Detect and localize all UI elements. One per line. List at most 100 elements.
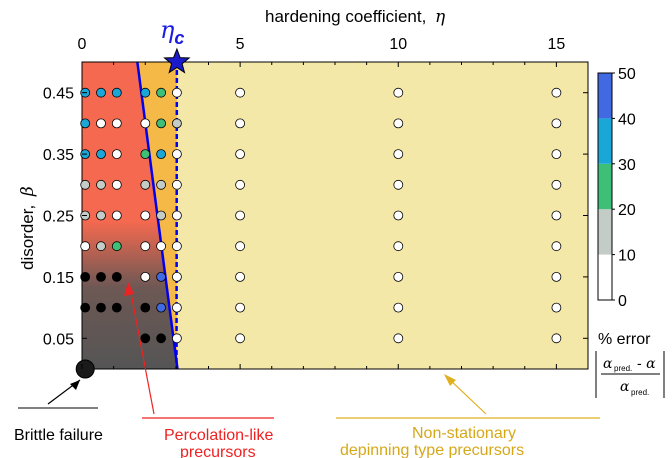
data-point <box>393 210 404 221</box>
data-point <box>235 149 246 160</box>
data-point <box>393 179 404 190</box>
data-point <box>111 241 122 252</box>
data-point <box>393 302 404 313</box>
colorbar-segment <box>598 163 612 210</box>
x-tick-label: 5 <box>236 36 245 53</box>
y-axis-ticks: 0.05 0.15 0.25 0.35 0.45 <box>43 86 588 348</box>
percolation-label-line1: Percolation-like <box>164 427 273 444</box>
data-point <box>551 210 562 221</box>
data-point <box>111 271 122 282</box>
data-point <box>140 87 151 98</box>
colorbar: 0 10 20 30 40 50 <box>597 66 636 310</box>
data-point <box>393 333 404 344</box>
data-point <box>80 118 91 129</box>
data-point <box>235 210 246 221</box>
data-point <box>235 302 246 313</box>
x-axis-ticks: 0 5 10 15 <box>78 36 565 369</box>
colorbar-tick-label: 0 <box>618 293 627 310</box>
data-point <box>393 87 404 98</box>
colorbar-label: % error <box>598 331 651 348</box>
data-point <box>96 210 106 221</box>
data-point <box>235 333 246 344</box>
data-point <box>96 149 106 160</box>
y-tick-label: 0.25 <box>43 209 74 226</box>
data-point <box>156 87 167 98</box>
data-point <box>551 179 562 190</box>
data-points <box>75 87 562 379</box>
data-point <box>80 241 91 252</box>
colorbar-tick-label: 30 <box>618 157 636 174</box>
data-point <box>551 271 562 282</box>
brittle-region <box>82 221 178 369</box>
colorbar-segment <box>598 209 612 255</box>
eta-c-star <box>163 47 191 74</box>
data-point <box>551 118 562 129</box>
data-point <box>235 179 246 190</box>
x-tick-label: 10 <box>389 36 407 53</box>
depinning-label-line1: Non-stationary <box>412 425 516 442</box>
data-point <box>111 179 122 190</box>
data-point <box>140 149 151 160</box>
y-axis-label: disorder, β <box>18 186 38 270</box>
data-point <box>171 87 182 98</box>
depinning-annotation: Non-stationary depinning type precursors <box>336 374 600 458</box>
data-point <box>393 271 404 282</box>
svg-text:pred.: pred. <box>614 364 632 373</box>
data-point <box>80 179 91 190</box>
data-point <box>111 87 122 98</box>
data-point <box>140 118 151 129</box>
colorbar-tick-label: 10 <box>618 248 636 265</box>
brittle-annotation: Brittle failure <box>14 379 103 444</box>
data-point <box>156 333 167 344</box>
data-point <box>551 241 562 252</box>
data-point <box>393 149 404 160</box>
data-point <box>171 302 182 313</box>
data-point <box>140 241 151 252</box>
y-tick-label: 0.05 <box>43 331 74 348</box>
colorbar-tick-label: 50 <box>618 66 636 83</box>
colorbar-segment <box>598 118 612 164</box>
data-point <box>156 271 167 282</box>
data-point <box>140 179 151 190</box>
data-point <box>171 118 182 129</box>
data-point <box>96 118 106 129</box>
data-point <box>80 302 91 313</box>
data-point <box>111 149 122 160</box>
data-point <box>171 210 182 221</box>
percolation-label-line2: precursors <box>180 444 256 458</box>
svg-text:α: α <box>620 379 630 395</box>
data-point <box>551 87 562 98</box>
brittle-failure-label: Brittle failure <box>14 427 103 444</box>
data-point <box>551 333 562 344</box>
data-point <box>140 210 151 221</box>
data-point <box>156 149 167 160</box>
data-point <box>171 241 182 252</box>
colorbar-tick-label: 20 <box>618 202 636 219</box>
depinning-label-line2: depinning type precursors <box>340 442 524 458</box>
eta-c-label: ηc <box>160 16 184 48</box>
colorbar-segment <box>598 254 612 300</box>
data-point <box>96 87 106 98</box>
data-point <box>156 302 167 313</box>
data-point <box>171 333 182 344</box>
colorbar-frame <box>597 72 613 301</box>
data-point <box>140 271 151 282</box>
data-point <box>96 302 106 313</box>
data-point <box>156 179 167 190</box>
data-point <box>235 118 246 129</box>
y-tick-label: 0.45 <box>43 86 74 103</box>
data-point <box>235 271 246 282</box>
data-point <box>96 271 106 282</box>
svg-text:pred.: pred. <box>631 388 649 397</box>
x-tick-label: 0 <box>78 36 87 53</box>
data-point <box>551 302 562 313</box>
colorbar-tick-label: 40 <box>618 111 636 128</box>
x-tick-label: 15 <box>547 36 565 53</box>
data-point <box>140 333 151 344</box>
y-tick-label: 0.35 <box>43 147 74 164</box>
data-point <box>156 118 167 129</box>
data-point <box>235 87 246 98</box>
data-point <box>75 359 95 379</box>
